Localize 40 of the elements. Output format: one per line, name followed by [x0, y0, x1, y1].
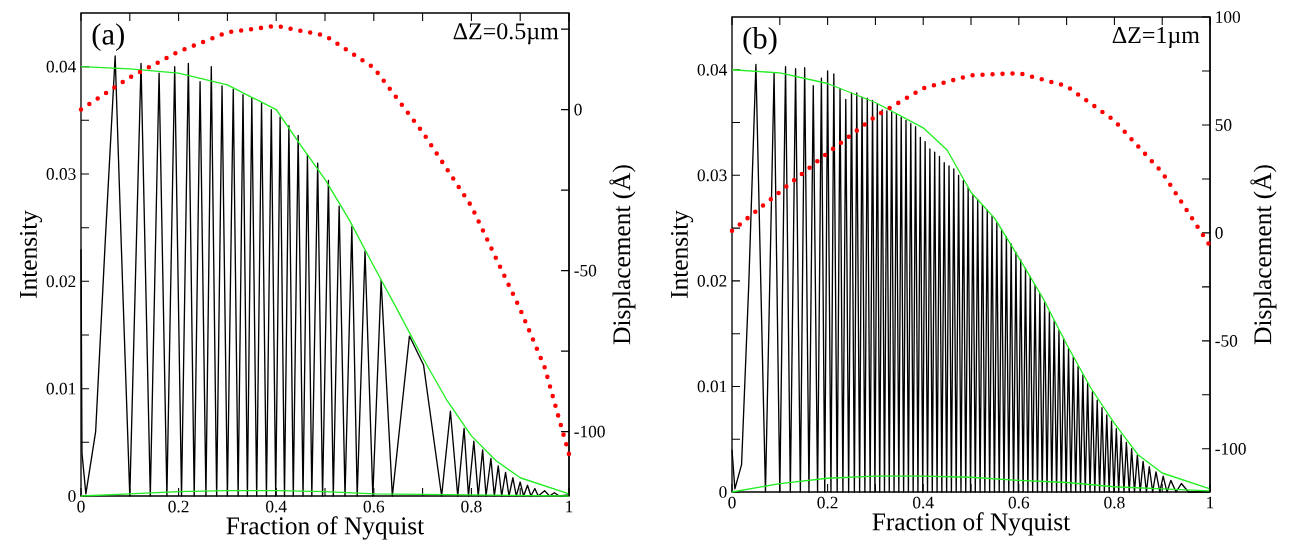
x-tick-label: 0.6: [1008, 496, 1030, 509]
x-tick-label: 0.2: [817, 496, 838, 509]
line-series: [78, 23, 572, 457]
x-axis-title: Fraction of Nyquist: [226, 516, 425, 540]
x-tick-label: 0: [77, 500, 85, 513]
annotation: ΔZ=0.5µm: [453, 23, 559, 45]
y-axis-title: Intensity: [19, 210, 43, 298]
y2-tick-label: 50: [1215, 119, 1232, 131]
x-tick-label: 0.2: [168, 500, 189, 513]
y-tick-label: 0.01: [697, 380, 727, 393]
y2-axis-title: Displacement (Å): [1250, 165, 1277, 345]
y2-axis-title: Displacement (Å): [609, 165, 636, 345]
y-tick-label: 0.04: [697, 63, 728, 76]
y-tick-label: 0.02: [697, 275, 727, 287]
y2-tick-label: 0: [574, 103, 582, 116]
y-tick-label: 0.01: [46, 382, 76, 395]
y-axis-title: Intensity: [670, 210, 694, 298]
y-tick-label: 0.02: [46, 275, 76, 288]
x-axis-title: Fraction of Nyquist: [872, 512, 1071, 536]
y2-tick-label: -50: [1215, 335, 1238, 347]
annotation: (b): [743, 27, 777, 55]
y2-tick-label: -100: [1215, 442, 1246, 455]
x-tick-label: 1: [566, 500, 573, 513]
y2-tick-label: 100: [1216, 11, 1241, 23]
x-tick-label: 0.8: [1104, 496, 1125, 509]
y2-tick-label: -50: [574, 264, 597, 277]
y-tick-label: 0: [719, 486, 727, 498]
annotation: (a): [92, 23, 124, 51]
x-tick-label: 0: [728, 496, 736, 509]
x-tick-label: 1: [1207, 496, 1214, 509]
annotation: ΔZ=1µm: [1112, 27, 1200, 49]
x-tick-label: 0.6: [363, 500, 385, 513]
y2-tick-label: 0: [1215, 227, 1223, 239]
y-tick-label: 0.03: [46, 168, 76, 180]
y2-tick-label: -100: [574, 425, 605, 438]
x-tick-label: 0.8: [461, 500, 482, 513]
x-tick-label: 0.4: [913, 496, 934, 509]
y-tick-label: 0.03: [697, 169, 727, 182]
x-tick-label: 0.4: [266, 500, 287, 513]
y-tick-label: 0.04: [46, 60, 77, 73]
